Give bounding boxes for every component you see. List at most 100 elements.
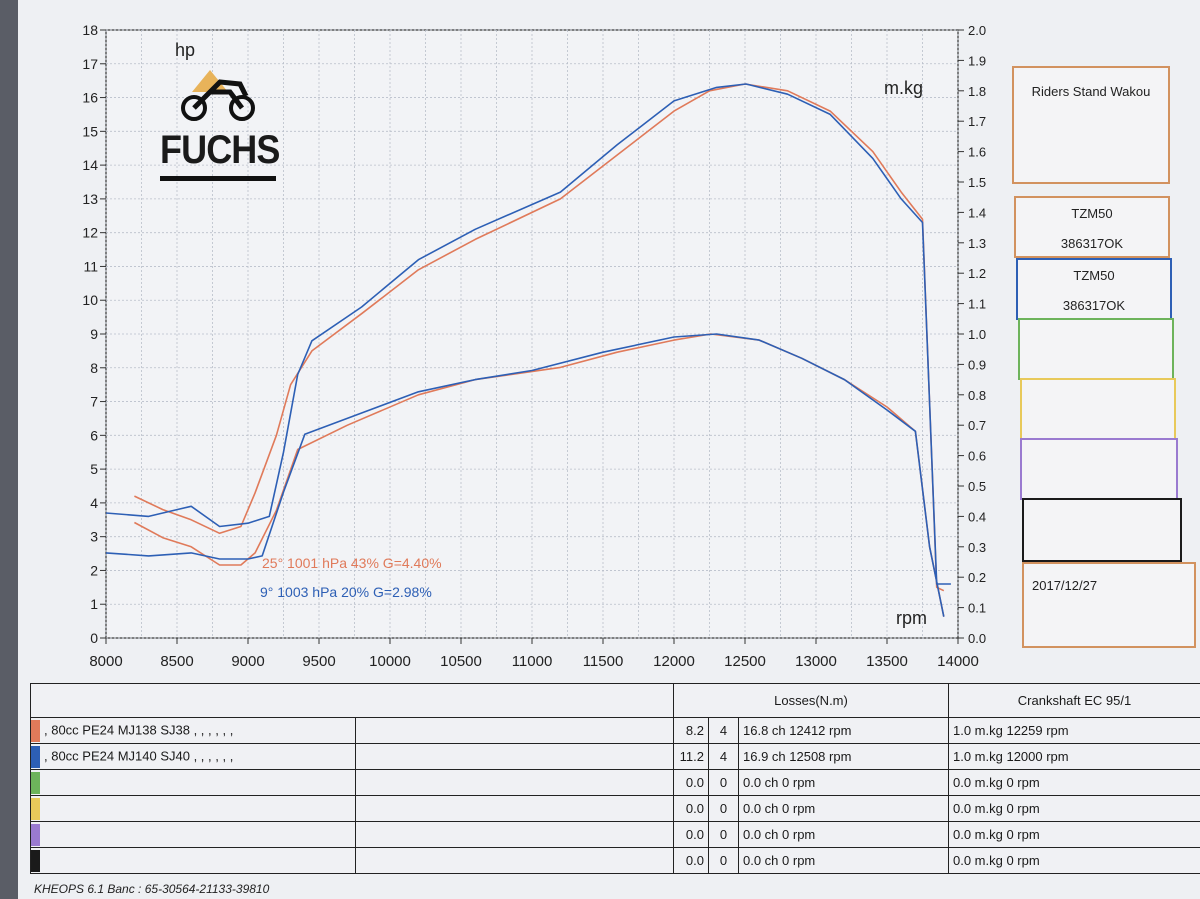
left-tick-label: 17: [82, 56, 98, 72]
loss-count: 0: [708, 821, 739, 848]
right-tick-label: 0.3: [968, 540, 986, 555]
header-blank: [30, 683, 674, 718]
motorcycle-logo-icon: [181, 70, 255, 121]
empty-panel-yellow: [1020, 378, 1176, 440]
table-body: , 80cc PE24 MJ138 SJ38 , , , , , , 8.2 4 16…: [30, 717, 1200, 874]
right-tick-label: 1.6: [968, 145, 986, 160]
date-panel: 2017/12/27: [1022, 562, 1196, 648]
max-power: 16.8 ch 12412 rpm: [738, 717, 949, 744]
empty-panel-purple: [1020, 438, 1178, 500]
losses-header: Losses(N.m): [673, 683, 949, 718]
left-tick-label: 12: [82, 225, 98, 241]
run1-model: TZM50: [1071, 206, 1113, 221]
max-torque: 1.0 m.kg 12000 rpm: [948, 743, 1200, 770]
torque-curve-run2: [105, 333, 945, 617]
run-color-swatch: [31, 849, 40, 872]
right-tick-label: 0.5: [968, 479, 986, 494]
left-tick-label: 7: [90, 394, 98, 410]
max-power: 0.0 ch 0 rpm: [738, 769, 949, 796]
left-tick-label: 18: [82, 22, 98, 38]
run-description-text: , 80cc PE24 MJ138 SJ38 , , , , , ,: [44, 721, 234, 737]
dyno-chart: 01234567891011121314151617180.00.10.20.3…: [82, 22, 986, 670]
loss-value: 8.2: [673, 717, 709, 744]
left-tick-label: 14: [82, 157, 98, 173]
loss-value: 0.0: [673, 821, 709, 848]
max-torque: 1.0 m.kg 12259 rpm: [948, 717, 1200, 744]
blank-cell: [355, 717, 674, 744]
x-tick-label: 9000: [231, 653, 264, 670]
table-row: 0.0 0 0.0 ch 0 rpm 0.0 m.kg 0 rpm: [30, 795, 1200, 822]
left-tick-label: 9: [90, 326, 98, 342]
right-tick-label: 1.5: [968, 175, 986, 190]
run-color-swatch: [31, 771, 40, 794]
x-tick-label: 12500: [724, 653, 766, 670]
right-tick-label: 0.9: [968, 357, 986, 372]
table-row: , 80cc PE24 MJ138 SJ38 , , , , , , 8.2 4 16…: [30, 717, 1200, 744]
crankshaft-header: Crankshaft EC 95/1: [948, 683, 1200, 718]
run-color-swatch: [31, 719, 40, 742]
logo-underline: [160, 176, 276, 181]
run-description: [30, 795, 356, 822]
left-tick-label: 13: [82, 191, 98, 207]
footer-text: KHEOPS 6.1 Banc : 65-30564-21133-39810: [34, 882, 270, 896]
left-tick-label: 5: [90, 461, 98, 477]
left-tick-label: 8: [90, 360, 98, 376]
left-tick-label: 10: [82, 292, 98, 308]
right-tick-label: 0.0: [968, 631, 986, 646]
max-torque: 0.0 m.kg 0 rpm: [948, 795, 1200, 822]
left-tick-label: 16: [82, 90, 98, 106]
conditions-run2: 9° 1003 hPa 20% G=2.98%: [260, 584, 432, 600]
loss-value: 0.0: [673, 847, 709, 874]
blank-cell: [355, 821, 674, 848]
table-row: , 80cc PE24 MJ140 SJ40 , , , , , , 11.2 4 1…: [30, 743, 1200, 770]
table-row: 0.0 0 0.0 ch 0 rpm 0.0 m.kg 0 rpm: [30, 769, 1200, 796]
x-tick-label: 13500: [866, 653, 908, 670]
x-tick-label: 10500: [440, 653, 482, 670]
loss-count: 0: [708, 847, 739, 874]
run-description: , 80cc PE24 MJ140 SJ40 , , , , , ,: [30, 743, 356, 770]
max-torque: 0.0 m.kg 0 rpm: [948, 847, 1200, 874]
left-tick-label: 4: [90, 495, 98, 511]
max-torque: 0.0 m.kg 0 rpm: [948, 769, 1200, 796]
shop-panel: Riders Stand Wakou: [1012, 66, 1170, 184]
right-tick-label: 2.0: [968, 23, 986, 38]
max-power: 0.0 ch 0 rpm: [738, 847, 949, 874]
run1-panel: TZM50 386317OK: [1014, 196, 1170, 258]
x-tick-label: 9500: [302, 653, 335, 670]
empty-panel-green: [1018, 318, 1174, 380]
loss-value: 0.0: [673, 769, 709, 796]
x-tick-label: 10000: [369, 653, 411, 670]
blank-cell: [355, 847, 674, 874]
shop-name: Riders Stand Wakou: [1031, 84, 1151, 99]
right-tick-label: 0.2: [968, 570, 986, 585]
table-row: 0.0 0 0.0 ch 0 rpm 0.0 m.kg 0 rpm: [30, 821, 1200, 848]
loss-count: 4: [708, 717, 739, 744]
power-curve-run2: [105, 83, 951, 585]
right-tick-label: 0.4: [968, 509, 986, 524]
right-tick-label: 1.9: [968, 53, 986, 68]
run-description-text: , 80cc PE24 MJ140 SJ40 , , , , , ,: [44, 747, 234, 763]
max-power: 16.9 ch 12508 rpm: [738, 743, 949, 770]
loss-count: 4: [708, 743, 739, 770]
run2-code: 386317OK: [1062, 298, 1126, 313]
x-tick-label: 11500: [583, 653, 624, 670]
left-tick-label: 2: [90, 562, 98, 578]
right-tick-label: 1.8: [968, 84, 986, 99]
x-tick-label: 11000: [512, 653, 553, 670]
logo-text: FUCHS: [160, 128, 280, 172]
run2-model: TZM50: [1073, 268, 1115, 283]
right-tick-label: 1.3: [968, 236, 986, 251]
blank-cell: [355, 795, 674, 822]
table-row: 0.0 0 0.0 ch 0 rpm 0.0 m.kg 0 rpm: [30, 847, 1200, 874]
right-tick-label: 1.7: [968, 114, 986, 129]
x-tick-label: 14000: [937, 653, 979, 670]
x-axis-label: rpm: [896, 608, 927, 628]
conditions-run1: 25° 1001 hPa 43% G=4.40%: [262, 555, 442, 571]
right-tick-label: 1.0: [968, 327, 986, 342]
run2-panel: TZM50 386317OK: [1016, 258, 1172, 320]
y-right-label: m.kg: [884, 78, 923, 98]
right-tick-label: 1.1: [968, 297, 986, 312]
x-tick-label: 13000: [795, 653, 837, 670]
power-curve-run1: [134, 83, 945, 592]
left-tick-label: 15: [82, 123, 98, 139]
